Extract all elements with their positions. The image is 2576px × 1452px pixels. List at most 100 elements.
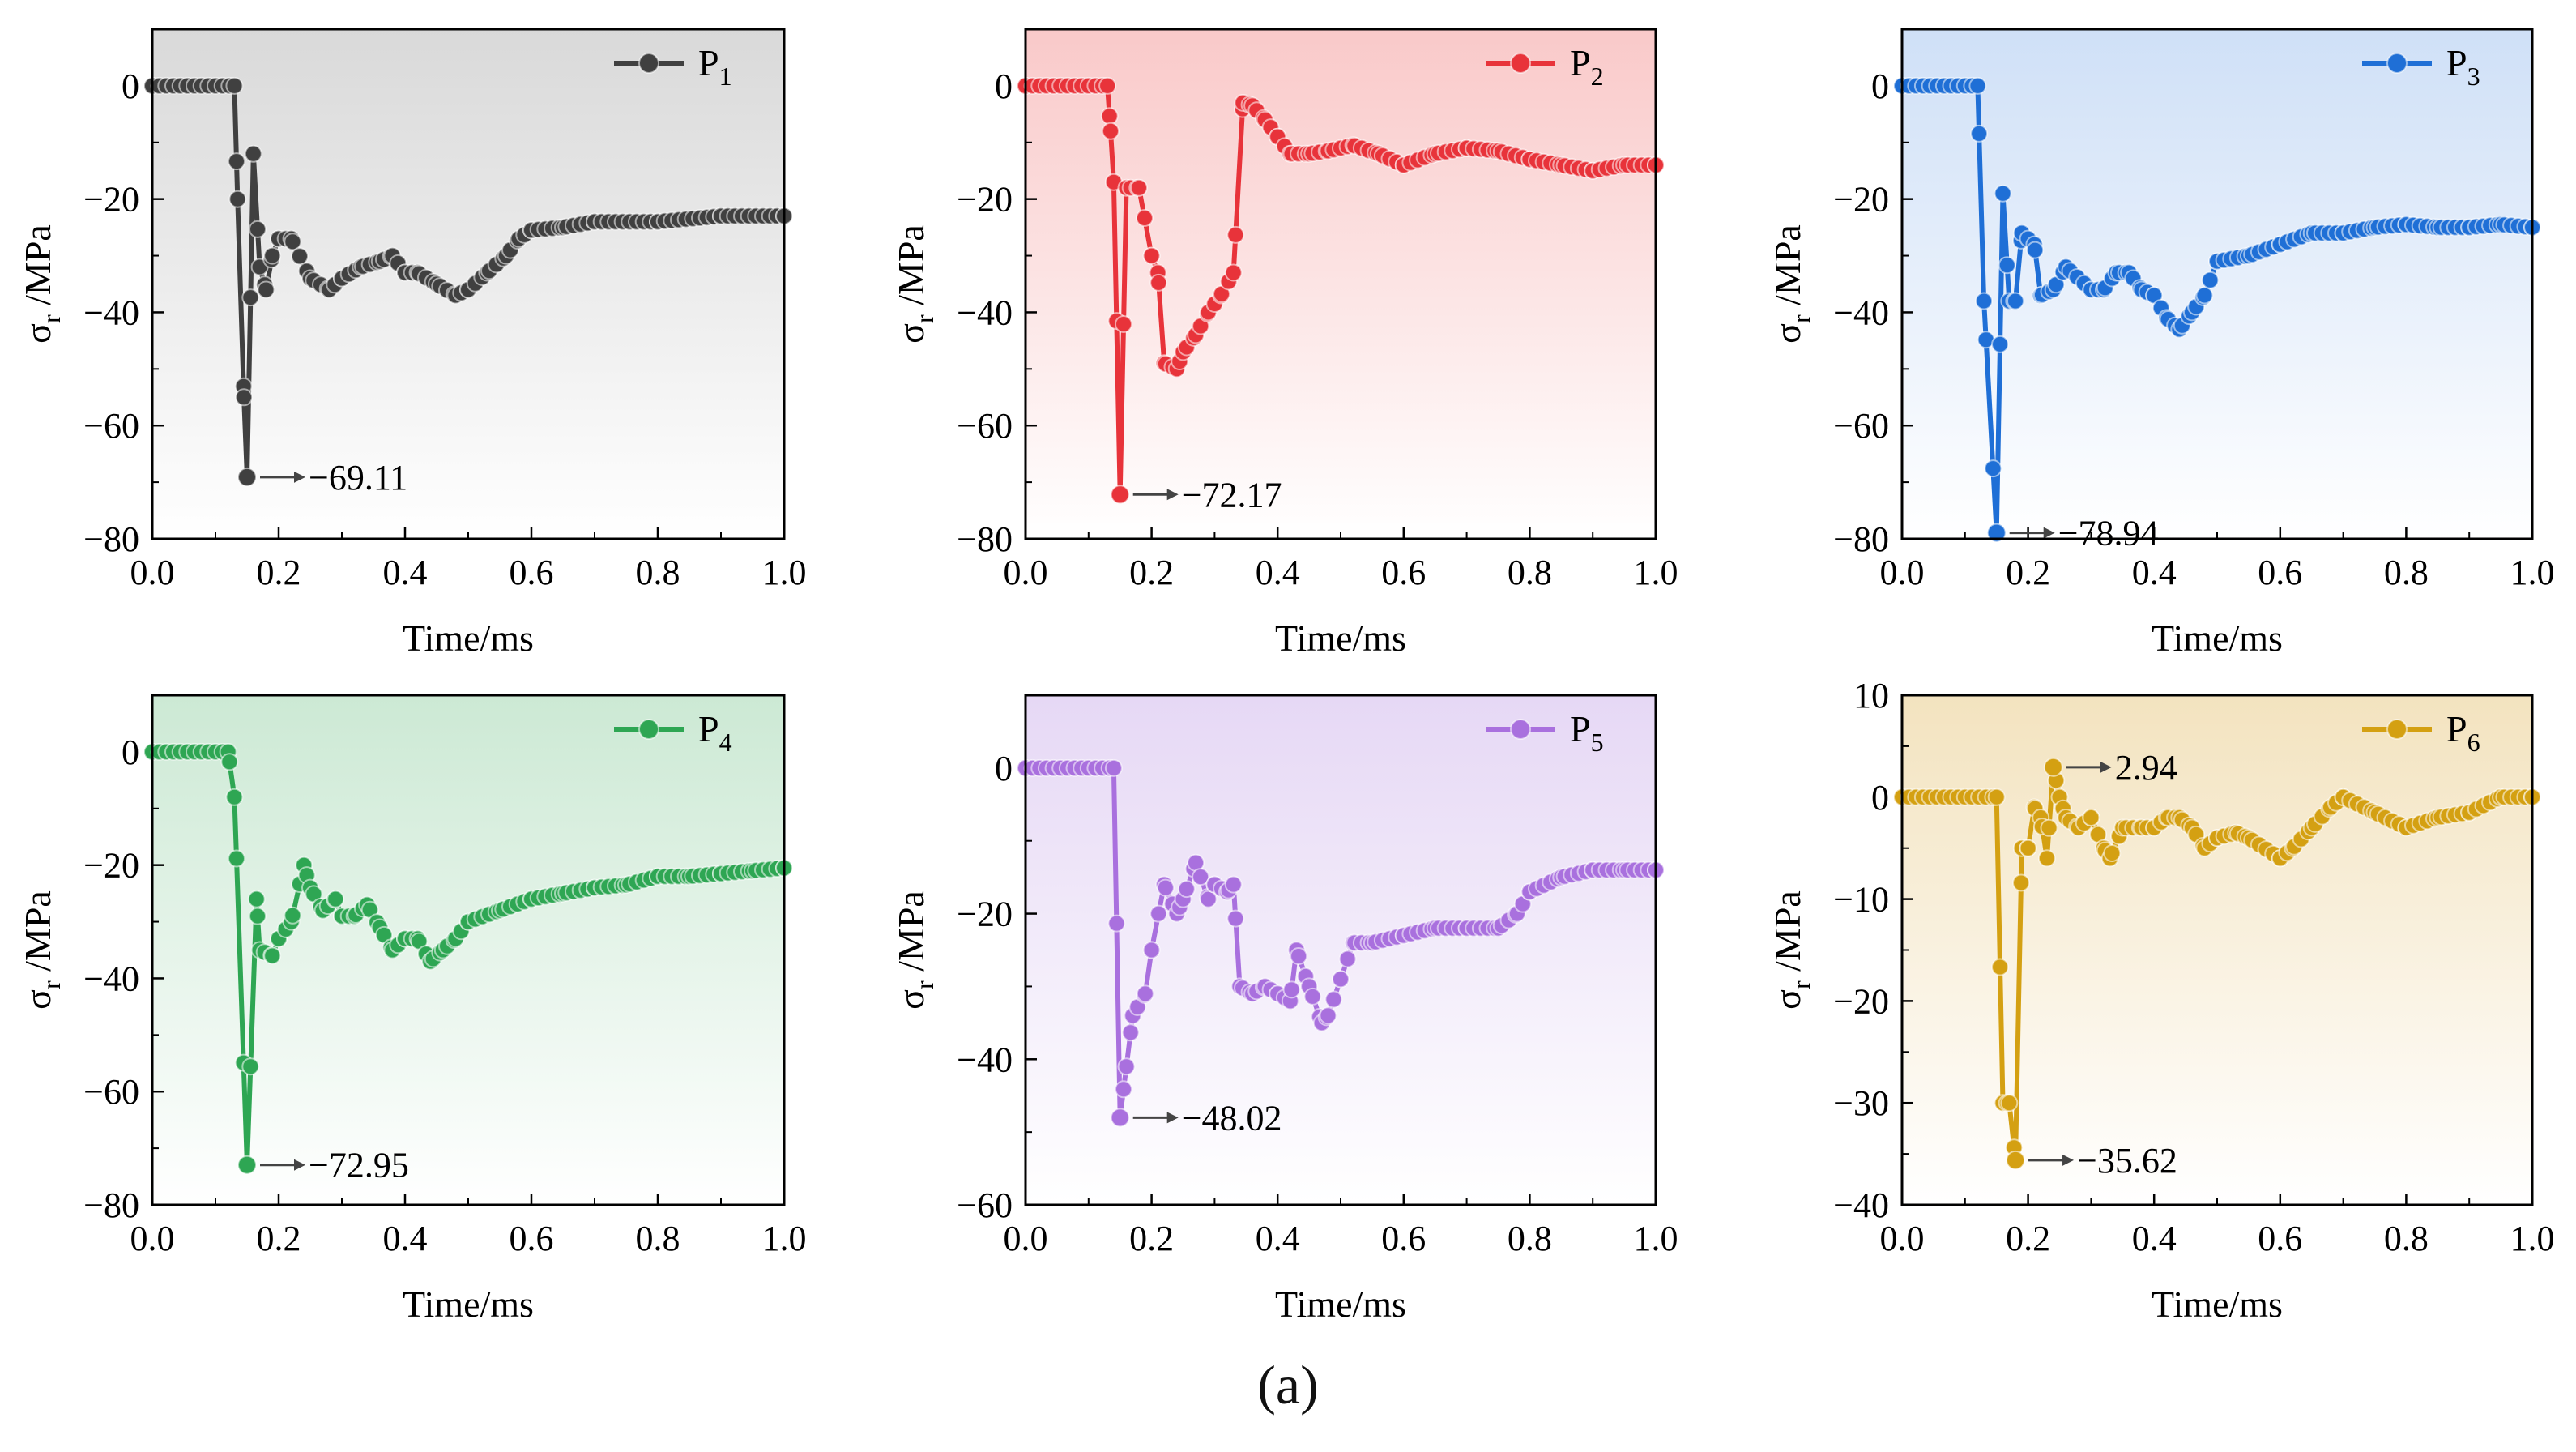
data-point bbox=[1226, 225, 1245, 244]
data-point bbox=[284, 906, 302, 925]
annotated-point bbox=[1110, 1108, 1130, 1128]
data-point bbox=[1994, 184, 2012, 203]
data-point bbox=[2082, 809, 2100, 826]
y-tick-label: −60 bbox=[957, 406, 1013, 446]
x-tick-label: 1.0 bbox=[2510, 553, 2555, 592]
data-point bbox=[1984, 459, 2002, 478]
y-axis-label-subscript: r bbox=[36, 980, 66, 989]
y-axis-label-symbol: σ bbox=[890, 323, 932, 344]
y-tick-label: 0 bbox=[995, 66, 1013, 106]
data-point bbox=[1282, 980, 1301, 999]
legend-label-subscript: 2 bbox=[1591, 62, 1604, 91]
y-axis-label-symbol: σ bbox=[17, 323, 58, 344]
y-axis-label-symbol: σ bbox=[890, 989, 932, 1010]
data-point bbox=[1149, 273, 1168, 292]
x-tick-label: 0.6 bbox=[510, 553, 554, 592]
annotation-label: −48.02 bbox=[1182, 1098, 1282, 1138]
data-point bbox=[263, 946, 282, 965]
x-axis-label: Time/ms bbox=[1275, 1283, 1406, 1325]
x-tick-label: 0.4 bbox=[1256, 1219, 1300, 1258]
data-point bbox=[1136, 984, 1154, 1003]
x-tick-label: 1.0 bbox=[2510, 1219, 2555, 1258]
data-point bbox=[241, 1057, 260, 1076]
data-point bbox=[1224, 263, 1243, 282]
data-point bbox=[257, 280, 275, 299]
data-point bbox=[284, 233, 302, 251]
data-point bbox=[1149, 904, 1168, 923]
data-point bbox=[1115, 1080, 1132, 1099]
legend-label: P3 bbox=[2446, 42, 2480, 91]
y-tick-label: 0 bbox=[1871, 778, 1889, 818]
annotated-point bbox=[2006, 1150, 2026, 1170]
y-tick-label: −80 bbox=[83, 519, 139, 559]
y-tick-label: −40 bbox=[957, 1040, 1013, 1079]
legend-marker bbox=[638, 719, 659, 740]
annotated-point bbox=[237, 1155, 257, 1175]
x-tick-label: 0.8 bbox=[2384, 1219, 2429, 1258]
annotated-point bbox=[1986, 523, 2007, 543]
y-tick-label: −10 bbox=[1833, 880, 1889, 920]
x-tick-label: 1.0 bbox=[762, 553, 807, 592]
data-point bbox=[1121, 1023, 1140, 1042]
y-tick-label: 0 bbox=[122, 732, 139, 772]
legend-label-subscript: 4 bbox=[719, 728, 732, 757]
legend-marker bbox=[2386, 53, 2408, 74]
annotation-label: 2.94 bbox=[2115, 748, 2177, 788]
data-point bbox=[1115, 315, 1132, 333]
data-point bbox=[228, 152, 245, 171]
legend-label-main: P bbox=[698, 42, 719, 83]
data-point bbox=[1102, 122, 1120, 140]
data-point bbox=[249, 907, 267, 925]
legend-label: P1 bbox=[698, 42, 732, 91]
legend-label: P4 bbox=[698, 708, 732, 757]
annotation-arrowhead bbox=[1166, 1112, 1179, 1124]
plot-frame bbox=[1024, 694, 1657, 1206]
data-point bbox=[2103, 844, 2122, 862]
data-point bbox=[1117, 1057, 1136, 1076]
x-tick-label: 0.2 bbox=[257, 1219, 301, 1258]
y-tick-label: −40 bbox=[957, 293, 1013, 332]
y-tick-label: 0 bbox=[1871, 66, 1889, 106]
y-tick-label: −20 bbox=[1833, 981, 1889, 1021]
chart-panel-1: 0.0 0.2 0.4 0.6 0.8 1.0 0 −20 −40 −60 −80 Time/ms σr… bbox=[17, 28, 807, 659]
x-tick-label: 0.0 bbox=[1004, 1219, 1048, 1258]
x-tick-label: 0.8 bbox=[1508, 553, 1552, 592]
y-axis-label-unit: /MPa bbox=[1767, 890, 1808, 980]
x-tick-label: 0.0 bbox=[1880, 553, 1925, 592]
x-axis-label: Time/ms bbox=[403, 617, 534, 659]
chart-panel-3: 0.0 0.2 0.4 0.6 0.8 1.0 0 −20 −40 −60 −80 Time/ms σr… bbox=[1767, 28, 2555, 659]
data-point bbox=[1987, 788, 2006, 806]
x-tick-label: 0.6 bbox=[2258, 553, 2302, 592]
x-tick-label: 0.4 bbox=[383, 553, 428, 592]
chart-panel-6: 0.0 0.2 0.4 0.6 0.8 1.0 10 0 −10 −20 −30 −40 Time/ms… bbox=[1767, 676, 2555, 1325]
y-axis-label-unit: /MPa bbox=[890, 890, 932, 980]
annotation-arrowhead bbox=[1166, 489, 1179, 501]
y-axis-label: σr /MPa bbox=[1767, 224, 1815, 344]
legend-label-main: P bbox=[698, 708, 719, 749]
annotation-label: −72.17 bbox=[1182, 475, 1282, 515]
y-axis-label-unit: /MPa bbox=[17, 224, 58, 314]
plot-frame bbox=[151, 694, 786, 1206]
data-point bbox=[2201, 271, 2220, 289]
chart-panel-2: 0.0 0.2 0.4 0.6 0.8 1.0 0 −20 −40 −60 −80 Time/ms σr… bbox=[890, 28, 1678, 659]
x-tick-label: 0.0 bbox=[1880, 1219, 1925, 1258]
y-tick-label: −80 bbox=[1833, 519, 1889, 559]
data-point bbox=[225, 76, 244, 95]
data-point bbox=[2195, 286, 2214, 305]
legend-label-subscript: 5 bbox=[1591, 728, 1604, 757]
x-tick-label: 0.2 bbox=[2006, 1219, 2050, 1258]
annotation-arrowhead bbox=[294, 471, 305, 483]
data-point bbox=[1324, 990, 1343, 1009]
x-axis-label: Time/ms bbox=[2152, 1283, 2283, 1325]
annotation-label: −69.11 bbox=[309, 458, 407, 498]
x-tick-label: 0.8 bbox=[1508, 1219, 1552, 1258]
data-point bbox=[1338, 950, 1357, 968]
y-axis-label-symbol: σ bbox=[1767, 989, 1808, 1010]
data-point bbox=[1107, 914, 1126, 933]
x-tick-label: 0.6 bbox=[2258, 1219, 2302, 1258]
x-tick-label: 1.0 bbox=[762, 1219, 807, 1258]
data-point bbox=[1226, 909, 1245, 928]
legend-label: P2 bbox=[1570, 42, 1604, 91]
data-point bbox=[228, 849, 245, 868]
